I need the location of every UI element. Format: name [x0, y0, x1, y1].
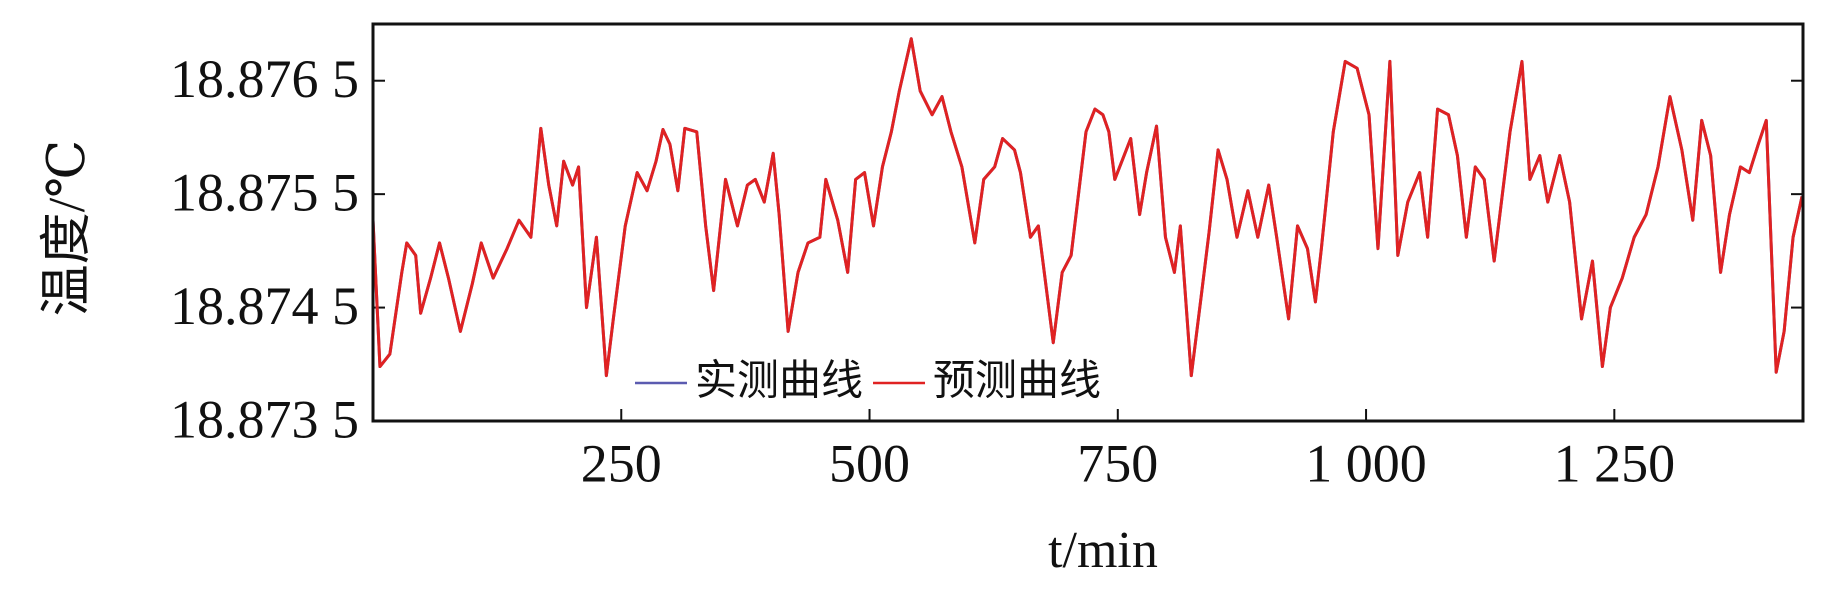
series-line	[371, 37, 1804, 378]
x-axis-label: t/min	[1048, 522, 1158, 579]
y-tick-label: 18.875 5	[170, 163, 359, 223]
y-tick-label: 18.874 5	[170, 276, 359, 336]
series-line	[371, 37, 1804, 378]
x-tick-label: 1 250	[1554, 433, 1676, 493]
y-tick-label: 18.873 5	[170, 389, 359, 449]
plot-frame	[371, 22, 1805, 423]
y-tick-label: 18.876 5	[170, 49, 359, 109]
x-tick-label: 1 000	[1305, 433, 1427, 493]
legend-label: 预测曲线	[933, 356, 1101, 405]
x-tick-label: 500	[829, 433, 910, 493]
x-tick-label: 750	[1077, 433, 1158, 493]
x-tick-label: 250	[581, 433, 662, 493]
y-axis-label: 温度/℃	[39, 140, 96, 317]
legend-label: 实测曲线	[695, 356, 863, 405]
